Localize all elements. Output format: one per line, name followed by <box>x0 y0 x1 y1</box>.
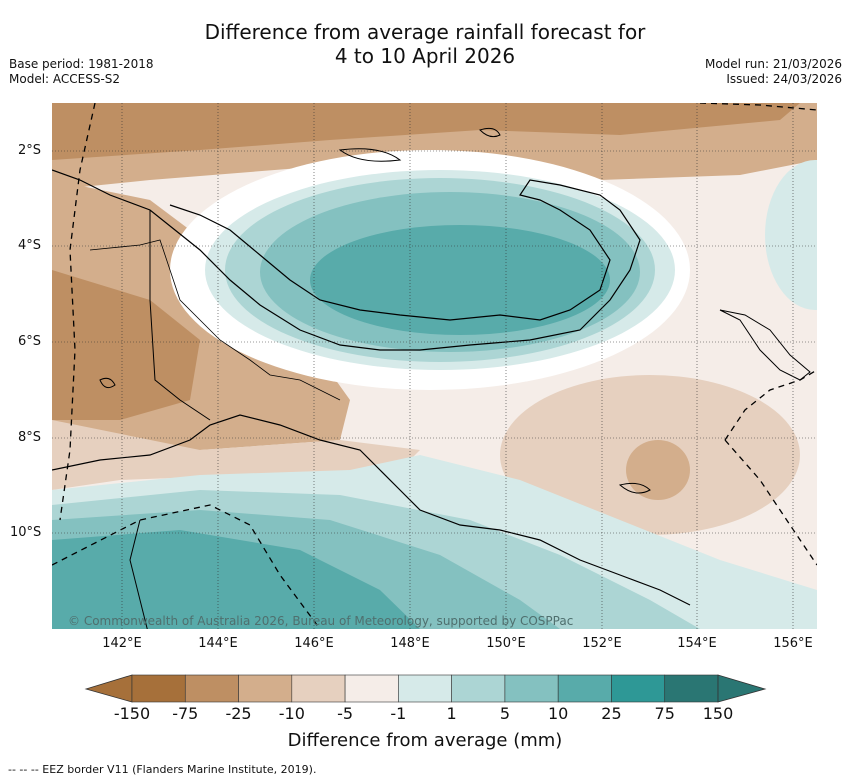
png-south-coast <box>52 414 691 606</box>
lat-label-6s: 6°S <box>18 334 42 349</box>
colorbar-tick-label: -1 <box>390 704 407 723</box>
colorbar-segment <box>131 674 186 703</box>
lat-label-10s: 10°S <box>10 525 42 540</box>
bougainville-island <box>719 309 811 381</box>
lon-label-142e: 142°E <box>102 636 142 651</box>
title-line-1: Difference from average rainfall forecas… <box>204 20 646 44</box>
eez-footnote: -- -- -- EEZ border V11 (Flanders Marine… <box>8 763 317 776</box>
meta-right: Model run: 21/03/2026 Issued: 24/03/2026 <box>705 57 842 87</box>
colorbar-tick-label: -150 <box>113 704 151 723</box>
colorbar-tick-label: 10 <box>547 704 569 723</box>
colorbar-segment <box>238 674 293 703</box>
lat-label-2s: 2°S <box>18 143 42 158</box>
model-name: Model: ACCESS-S2 <box>9 72 121 86</box>
colorbar-tick-label: -10 <box>278 704 305 723</box>
meta-left: Base period: 1981-2018 Model: ACCESS-S2 <box>9 57 154 87</box>
wet-central-4 <box>310 225 610 335</box>
dry-east-core <box>626 440 690 500</box>
colorbar-segment <box>557 674 612 703</box>
border-line <box>149 210 211 421</box>
eez-west <box>59 103 96 521</box>
copyright-notice: © Commonwealth of Australia 2026, Bureau… <box>68 614 574 628</box>
lon-label-144e: 144°E <box>198 636 238 651</box>
lon-label-152e: 152°E <box>582 636 622 651</box>
small-islands <box>99 377 651 494</box>
eez-south <box>52 504 321 629</box>
colorbar-tick-label: 5 <box>499 704 510 723</box>
colorbar-title: Difference from average (mm) <box>287 730 563 751</box>
map-fill-layer <box>52 103 817 629</box>
colorbar-tick-label: 150 <box>702 704 734 723</box>
colorbar <box>84 674 767 703</box>
lon-label-156e: 156°E <box>773 636 813 651</box>
dry-south-fringe <box>52 420 420 490</box>
northern-islands <box>338 127 501 162</box>
colorbar-tick-label: -25 <box>225 704 252 723</box>
chart-title: Difference from average rainfall forecas… <box>0 20 850 68</box>
colorbar-segment <box>611 674 666 703</box>
wet-ne-lobe <box>765 160 817 310</box>
colorbar-segment <box>398 674 452 703</box>
colorbar-segment <box>451 674 506 703</box>
wet-south-4 <box>52 530 420 629</box>
colorbar-segment <box>504 674 559 703</box>
dry-west-core <box>52 270 200 420</box>
cape-york-coast <box>129 519 148 629</box>
dry-north-core <box>52 103 800 160</box>
colorbar-segment <box>184 674 239 703</box>
lat-label-4s: 4°S <box>18 238 42 253</box>
colorbar-segment <box>664 674 719 703</box>
lon-label-150e: 150°E <box>486 636 526 651</box>
colorbar-extend-right <box>717 674 767 703</box>
title-line-2: 4 to 10 April 2026 <box>334 44 516 68</box>
colorbar-extend-left <box>84 674 133 703</box>
colorbar-segment <box>291 674 346 703</box>
colorbar-segment <box>344 674 399 703</box>
colorbar-tick-label: 25 <box>601 704 622 723</box>
colorbar-tick-label: 1 <box>446 704 457 723</box>
eez-east <box>724 369 817 566</box>
lon-label-148e: 148°E <box>390 636 430 651</box>
lon-label-146e: 146°E <box>294 636 334 651</box>
colorbar-tick-label: -75 <box>172 704 199 723</box>
gridlines <box>52 103 817 629</box>
lon-label-154e: 154°E <box>677 636 717 651</box>
png-north-coast <box>52 169 641 351</box>
model-run: Model run: 21/03/2026 <box>704 57 842 71</box>
colorbar-tick-label: 75 <box>654 704 675 723</box>
lat-label-8s: 8°S <box>18 430 42 445</box>
province-lines <box>89 239 341 401</box>
colorbar-tick-label: -5 <box>337 704 354 723</box>
issued-date: Issued: 24/03/2026 <box>726 72 842 86</box>
base-period: Base period: 1981-2018 <box>9 57 154 71</box>
eez-north <box>699 103 817 111</box>
